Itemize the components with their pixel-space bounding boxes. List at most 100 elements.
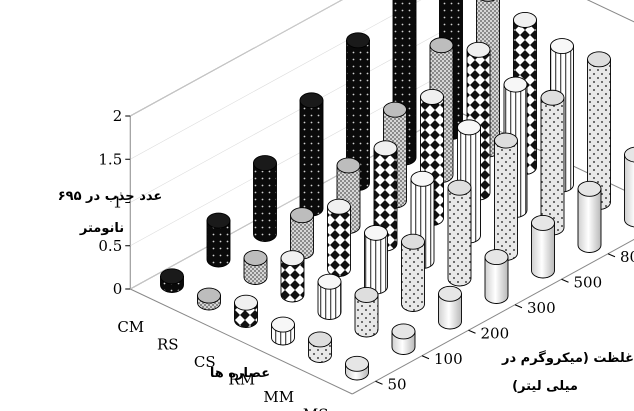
bar-MM-800 <box>540 89 565 236</box>
bar-top <box>253 155 277 172</box>
bar-MS-100 <box>391 323 416 355</box>
bar-MM-300 <box>447 179 472 287</box>
bar-top <box>531 214 555 231</box>
bar-top <box>206 212 231 229</box>
bar-MS-200 <box>438 285 462 330</box>
bar-CS-50 <box>234 294 258 328</box>
bar-body <box>531 222 555 279</box>
bar-body <box>364 232 388 295</box>
bar-top <box>346 32 370 49</box>
bar-RM-200 <box>364 224 388 295</box>
concentration-label: 800 <box>620 248 634 266</box>
bar-top <box>383 101 407 118</box>
y-tick-label: 1.5 <box>98 150 122 168</box>
bar-RM-50 <box>271 316 295 346</box>
bar-top <box>290 207 314 224</box>
bar-top <box>401 233 425 250</box>
wall-gridline <box>130 0 343 117</box>
y-tick-label: 0 <box>113 280 123 298</box>
bar-top <box>160 268 184 285</box>
bar-body <box>577 188 602 253</box>
bar-body <box>401 241 425 312</box>
z-tick <box>421 355 430 360</box>
bar-top <box>466 41 491 58</box>
floor-front-edge <box>130 288 353 395</box>
bar-top <box>587 51 611 68</box>
bar-body <box>540 97 565 236</box>
category-label: CS <box>194 353 216 371</box>
x-axis-title: عصاره ها <box>210 366 270 381</box>
bar-MS-500 <box>531 214 555 279</box>
z-axis-title-line1: غلظت (میکروگرم در <box>501 350 634 366</box>
category-label: RM <box>228 370 255 388</box>
y-axis-title-line2: نانومتر <box>79 221 124 236</box>
bar-top <box>447 179 472 196</box>
bar-top <box>345 355 369 372</box>
y-tick-label: 2 <box>113 107 123 125</box>
bar-top <box>624 146 634 163</box>
bar-CM-200 <box>253 155 277 242</box>
bar-top <box>457 119 481 136</box>
bar-MM-50 <box>308 331 332 363</box>
bar-top <box>503 76 528 93</box>
category-label: CM <box>117 318 144 336</box>
z-tick <box>607 253 616 258</box>
bars <box>160 0 634 381</box>
bar-top <box>540 89 565 106</box>
bar-body <box>327 206 351 277</box>
concentration-label: 50 <box>388 375 407 393</box>
bar-top <box>197 287 221 304</box>
x-axis: CM RS CS RM MM MS <box>117 318 328 411</box>
concentration-label: 100 <box>434 350 463 368</box>
bar-top <box>336 157 361 174</box>
concentration-label: 200 <box>481 324 510 342</box>
bar-body <box>447 187 472 287</box>
category-label: MM <box>263 388 294 406</box>
bar-body <box>438 293 462 330</box>
bar-top <box>391 323 416 340</box>
concentration-label: 500 <box>574 273 603 291</box>
bar-top <box>243 250 268 266</box>
concentration-label: 300 <box>527 299 556 317</box>
bar-body <box>299 99 324 217</box>
bar-MM-200 <box>401 233 425 312</box>
bar-MS-50 <box>345 355 369 381</box>
z-axis: 501002003005008001000 <box>375 248 634 393</box>
bar-body <box>354 294 379 338</box>
bar-top <box>429 37 454 54</box>
bar-CM-50 <box>160 268 184 293</box>
bar-top <box>420 88 444 105</box>
bar-CS-200 <box>327 198 351 277</box>
bar-top <box>327 198 351 215</box>
bar-MM-100 <box>354 286 379 338</box>
bar-CM-300 <box>299 92 324 217</box>
bar-CM-100 <box>206 212 231 268</box>
bar-body <box>206 220 231 268</box>
y-axis-title-line1: عدد جذب در ۶۹۵ <box>58 189 163 204</box>
bar-top <box>550 38 574 55</box>
bar-MS-800 <box>577 180 602 253</box>
bar-top <box>577 180 602 197</box>
bar-top <box>354 286 379 303</box>
y-tick-label: 1 <box>113 194 123 212</box>
z-tick <box>375 380 383 385</box>
bar-top <box>234 294 258 311</box>
bar-top <box>494 132 518 149</box>
bar-body <box>624 154 634 228</box>
bar-MS-1000 <box>624 146 634 228</box>
bar-top <box>438 285 462 302</box>
bar-MS-300 <box>484 249 509 304</box>
bar-body <box>280 257 305 303</box>
bar-CS-100 <box>280 250 305 303</box>
bar-top <box>513 12 537 28</box>
bar-MM-500 <box>494 132 518 261</box>
category-label: RS <box>157 335 179 353</box>
bar-RM-100 <box>317 273 342 320</box>
bar-CM-500 <box>346 32 370 191</box>
bar-body <box>317 281 342 320</box>
bar-body <box>253 162 277 242</box>
bar-RS-100 <box>243 250 268 285</box>
bar-top <box>317 273 342 290</box>
bar-top <box>410 170 435 187</box>
